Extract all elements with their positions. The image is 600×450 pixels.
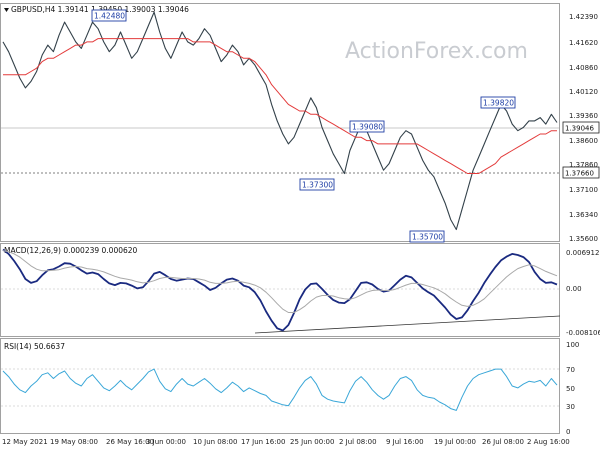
macd-title: MACD(12,26,9) 0.000239 0.000620: [4, 246, 138, 255]
price-tick: 1.38600: [569, 137, 598, 145]
rsi-title: RSI(14) 50.6637: [4, 342, 65, 351]
rsi-axis: 100 70 50 30 0: [566, 341, 579, 436]
price-tick: 1.40860: [569, 64, 598, 72]
annotation-jul-low: 1.35700: [409, 230, 445, 243]
svg-text:1.42480: 1.42480: [94, 12, 125, 21]
time-tick: 26 Jul 08:00: [482, 438, 524, 446]
macd-line: [2, 248, 558, 332]
rsi-tick: 50: [566, 385, 575, 393]
time-tick: 25 Jun 00:00: [290, 438, 334, 446]
annotation-recent-high: 1.39820: [480, 96, 516, 109]
rsi-tick: 0: [566, 428, 570, 436]
time-tick: 19 Jul 00:00: [434, 438, 476, 446]
time-tick: 2 Aug 16:00: [527, 438, 570, 446]
price-panel: [0, 3, 560, 242]
time-tick: 17 Jun 16:00: [241, 438, 285, 446]
macd-trendline: [254, 315, 561, 334]
rsi-tick: 70: [566, 366, 575, 374]
current-price-label: 1.39046: [562, 121, 600, 134]
rsi-series-group: [2, 368, 558, 411]
annotation-jul-high: 1.39080: [349, 120, 385, 133]
time-tick: 19 May 08:00: [50, 438, 98, 446]
svg-text:1.37660: 1.37660: [565, 170, 594, 178]
time-tick: 9 Jul 16:00: [386, 438, 424, 446]
macd-panel: [0, 243, 560, 337]
watermark: ActionForex.com: [345, 39, 528, 64]
macd-tick: 0.00: [566, 285, 582, 293]
macd-signal-line: [2, 250, 558, 313]
moving-average-line: [3, 38, 557, 174]
macd-tick: -0.008106: [566, 329, 600, 337]
annotation-jun-low: 1.37300: [299, 178, 335, 191]
svg-text:1.35700: 1.35700: [412, 233, 443, 242]
price-tick: 1.37100: [569, 186, 598, 194]
price-tick: 1.40120: [569, 88, 598, 96]
price-tick: 1.35600: [569, 235, 598, 243]
time-tick: 12 May 2021: [2, 438, 48, 446]
price-tick: 1.37860: [569, 161, 598, 169]
price-series-group: [2, 11, 558, 231]
macd-axis: 0.006912 0.00 -0.008106: [566, 249, 600, 337]
price-tick: 1.42390: [569, 13, 598, 21]
rsi-panel: [0, 338, 560, 434]
time-axis: 12 May 2021 19 May 08:00 26 May 16:00 3 …: [2, 438, 570, 446]
svg-text:1.39046: 1.39046: [565, 125, 594, 133]
price-tick: 1.36340: [569, 211, 598, 219]
annotation-high: 1.42480: [91, 9, 127, 22]
macd-series-group: [2, 248, 558, 332]
svg-text:1.39820: 1.39820: [483, 99, 514, 108]
time-tick: 10 Jun 08:00: [193, 438, 237, 446]
symbol-header: GBPUSD,H4 1.39141 1.39450 1.39003 1.3904…: [11, 5, 189, 14]
macd-tick: 0.006912: [566, 249, 599, 257]
time-tick: 3 Jun 00:00: [146, 438, 186, 446]
price-tick: 1.41620: [569, 39, 598, 47]
support-price-label: 1.37660: [562, 166, 600, 179]
rsi-tick: 30: [566, 403, 575, 411]
symbol-icon: [4, 8, 9, 12]
time-tick: 2 Jul 08:00: [339, 438, 377, 446]
rsi-line: [2, 368, 558, 411]
price-tick: 1.39360: [569, 112, 598, 120]
price-line: [2, 11, 558, 231]
rsi-tick: 100: [566, 341, 579, 349]
price-axis: 1.42390 1.41620 1.40860 1.40120 1.39360 …: [569, 13, 598, 243]
svg-text:1.39080: 1.39080: [352, 123, 383, 132]
svg-text:1.37300: 1.37300: [302, 181, 333, 190]
time-tick: 26 May 16:00: [106, 438, 154, 446]
